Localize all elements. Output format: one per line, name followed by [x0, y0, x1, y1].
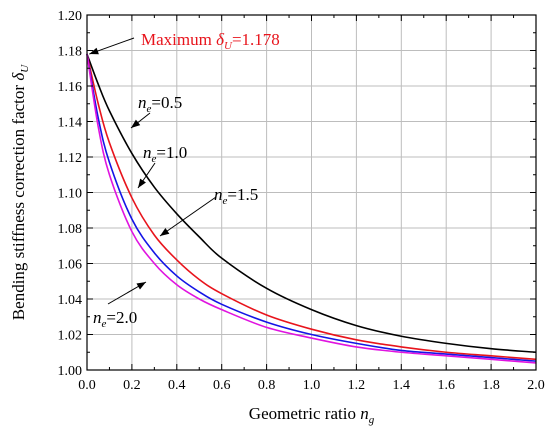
series-label-ne-1-0: ne=1.0 — [143, 143, 187, 165]
x-tick-label: 1.8 — [482, 378, 500, 393]
y-tick-label: 1.20 — [58, 9, 83, 24]
series-line-1 — [86, 53, 537, 361]
x-tick-label: 0.6 — [213, 378, 231, 393]
x-tick-label: 0.4 — [168, 378, 186, 393]
x-axis-title: Geometric ratio ng — [249, 404, 375, 426]
series-line-2 — [86, 53, 537, 362]
arrow-ne-1-5 — [159, 196, 217, 237]
y-tick-label: 1.18 — [58, 45, 83, 60]
x-tick-label: 1.0 — [303, 378, 321, 393]
y-tick-label: 1.16 — [58, 80, 83, 95]
annotation-arrows — [89, 37, 217, 305]
arrow-ne-1-0-head — [138, 178, 146, 188]
series-label-ne-0-5: ne=0.5 — [138, 93, 182, 115]
series-label-ne-2-0: ne=2.0 — [93, 308, 137, 330]
grid-lines — [87, 15, 536, 370]
y-tick-label: 1.00 — [58, 364, 83, 379]
tick-labels: 0.0 0.2 0.4 0.6 0.8 1.0 1.2 1.4 1.6 1.8 2.0 1.00 1.0… — [58, 9, 545, 393]
y-tick-label: 1.14 — [58, 116, 83, 131]
y-tick-label: 1.08 — [58, 222, 83, 237]
y-tick-label: 1.10 — [58, 187, 83, 202]
y-axis-title: Bending stiffness correction factor δU — [9, 64, 31, 320]
y-tick-label: 1.06 — [58, 258, 83, 273]
series-lines — [86, 53, 537, 364]
x-tick-label: 1.4 — [393, 378, 411, 393]
x-tick-label: 1.6 — [437, 378, 455, 393]
maximum-annotation: Maximum δU=1.178 — [141, 30, 280, 52]
arrow-ne-0-5-head — [131, 119, 141, 128]
y-tick-label: 1.04 — [58, 293, 83, 308]
x-tick-label: 0.0 — [78, 378, 96, 393]
x-tick-label: 0.2 — [123, 378, 141, 393]
series-line-0 — [86, 53, 537, 354]
arrow-ne-1-5-head — [160, 227, 170, 236]
annotations: Maximum δU=1.178 ne=0.5 ne=1.0 ne=1.5 ne… — [89, 30, 280, 330]
x-tick-label: 1.2 — [348, 378, 366, 393]
series-label-ne-1-5: ne=1.5 — [214, 185, 258, 207]
y-tick-label: 1.02 — [58, 329, 83, 344]
x-tick-label: 0.8 — [258, 378, 276, 393]
arrow-ne-2-0-head — [136, 282, 146, 290]
series-line-3 — [86, 53, 537, 364]
arrow-maximum-head — [89, 47, 99, 55]
axis-ticks — [86, 14, 537, 371]
y-tick-label: 1.12 — [58, 151, 83, 166]
x-tick-label: 2.0 — [527, 378, 545, 393]
